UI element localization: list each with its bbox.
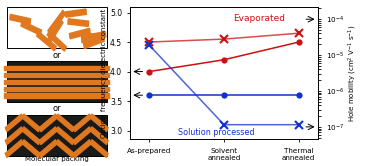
Polygon shape: [91, 86, 109, 91]
Polygon shape: [82, 32, 102, 41]
Polygon shape: [73, 127, 91, 145]
Polygon shape: [74, 66, 92, 70]
Polygon shape: [56, 140, 74, 157]
Polygon shape: [22, 66, 39, 70]
Polygon shape: [82, 36, 102, 42]
Polygon shape: [39, 73, 57, 77]
Polygon shape: [84, 36, 104, 49]
Text: Solution processed: Solution processed: [178, 128, 254, 137]
Polygon shape: [57, 93, 74, 98]
Bar: [7, 115, 107, 156]
Polygon shape: [4, 86, 22, 91]
Polygon shape: [22, 140, 40, 157]
Polygon shape: [39, 86, 57, 91]
Y-axis label: Hole mobility (cm$^2$ V$^{-1}$ s$^{-1}$): Hole mobility (cm$^2$ V$^{-1}$ s$^{-1}$): [347, 24, 359, 122]
Polygon shape: [39, 80, 57, 84]
Bar: [7, 7, 107, 48]
Polygon shape: [39, 140, 57, 157]
Polygon shape: [68, 19, 88, 26]
Polygon shape: [57, 66, 74, 70]
Polygon shape: [90, 140, 108, 157]
Polygon shape: [85, 32, 106, 41]
Polygon shape: [74, 86, 92, 91]
Polygon shape: [22, 73, 39, 77]
Polygon shape: [5, 127, 23, 145]
Polygon shape: [73, 140, 91, 157]
Text: or: or: [53, 104, 61, 113]
Polygon shape: [4, 80, 22, 84]
Y-axis label: Optical frequency dielectric constant: Optical frequency dielectric constant: [101, 8, 107, 138]
Polygon shape: [22, 114, 40, 132]
Polygon shape: [5, 114, 23, 132]
Polygon shape: [91, 73, 109, 77]
Polygon shape: [73, 114, 91, 132]
Polygon shape: [91, 93, 109, 98]
Polygon shape: [70, 28, 90, 39]
Polygon shape: [56, 114, 74, 132]
Polygon shape: [57, 86, 74, 91]
Polygon shape: [91, 80, 109, 84]
Polygon shape: [56, 127, 74, 145]
Polygon shape: [47, 31, 67, 51]
Polygon shape: [57, 80, 74, 84]
Polygon shape: [39, 127, 57, 145]
Polygon shape: [90, 127, 108, 145]
Polygon shape: [5, 140, 23, 157]
Polygon shape: [4, 93, 22, 98]
Polygon shape: [91, 66, 109, 70]
Polygon shape: [4, 66, 22, 70]
Polygon shape: [22, 80, 39, 84]
Polygon shape: [22, 127, 40, 145]
Polygon shape: [74, 73, 92, 77]
Polygon shape: [37, 31, 56, 51]
Text: Molecular packing: Molecular packing: [25, 156, 88, 162]
Text: or: or: [53, 51, 61, 60]
Polygon shape: [48, 10, 65, 34]
Polygon shape: [39, 93, 57, 98]
Polygon shape: [22, 93, 39, 98]
Polygon shape: [10, 14, 31, 24]
Polygon shape: [90, 114, 108, 132]
Text: Evaporated: Evaporated: [233, 14, 285, 23]
Polygon shape: [74, 93, 92, 98]
Polygon shape: [57, 73, 74, 77]
Polygon shape: [21, 21, 42, 35]
Polygon shape: [39, 66, 57, 70]
Polygon shape: [4, 73, 22, 77]
Polygon shape: [74, 80, 92, 84]
Polygon shape: [66, 9, 86, 17]
Polygon shape: [39, 114, 57, 132]
Polygon shape: [22, 86, 39, 91]
Polygon shape: [46, 19, 63, 45]
Bar: [7, 61, 107, 102]
